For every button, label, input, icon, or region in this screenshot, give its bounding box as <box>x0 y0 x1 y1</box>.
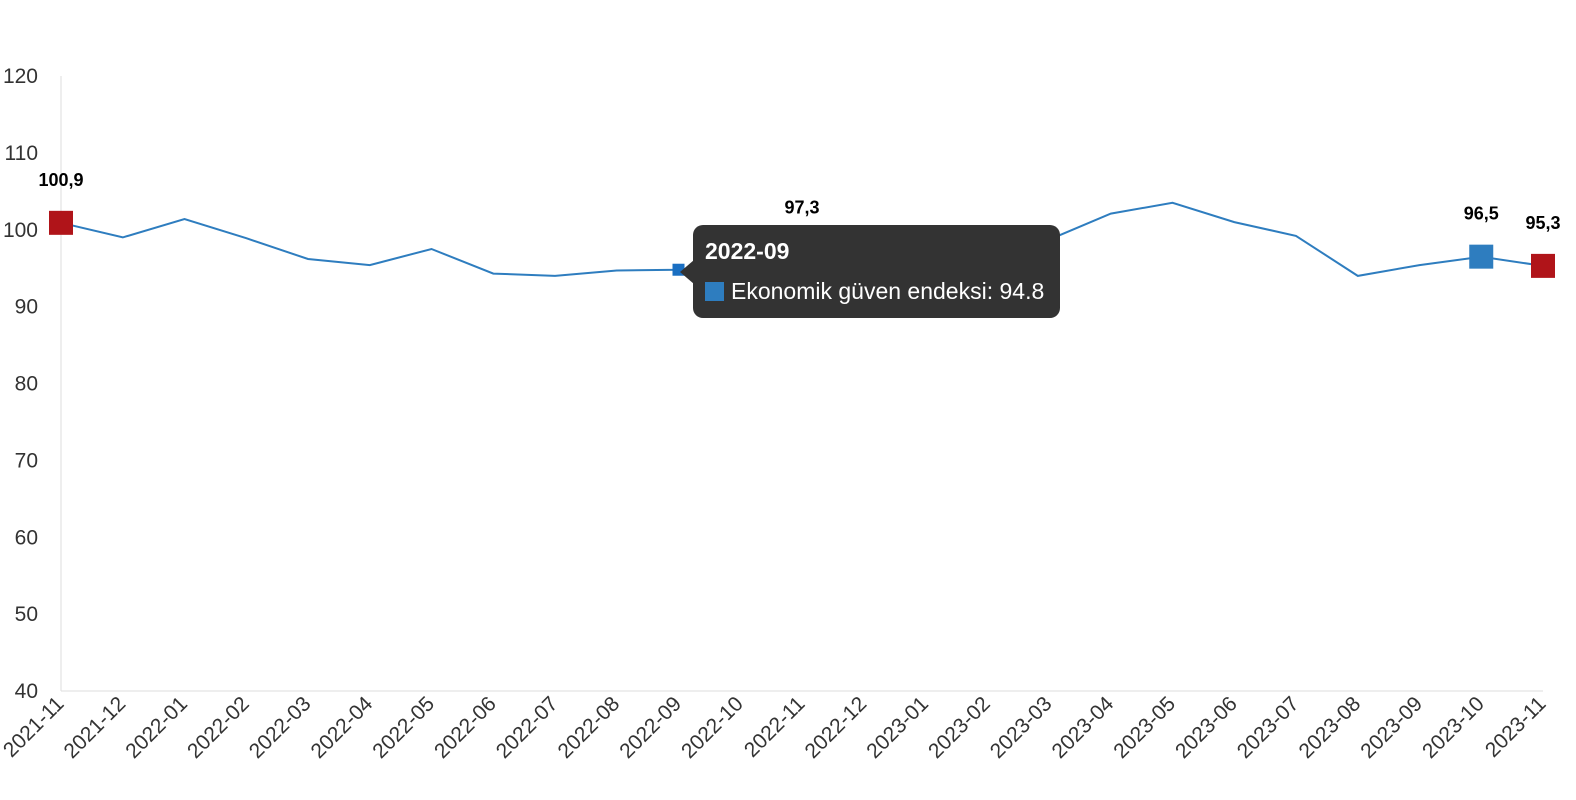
x-tick-label: 2023-07 <box>1233 692 1304 763</box>
tooltip-text: Ekonomik güven endeksi: 94.8 <box>731 278 1045 304</box>
data-label: 100,9 <box>38 170 83 190</box>
x-tick-label: 2022-12 <box>801 692 872 763</box>
x-tick-label: 2022-01 <box>121 692 192 763</box>
highlight-point-marker[interactable] <box>49 210 73 235</box>
y-tick-label: 90 <box>15 296 38 319</box>
x-tick-label: 2023-06 <box>1171 692 1242 763</box>
y-tick-label: 40 <box>15 680 38 703</box>
x-tick-label: 2022-06 <box>430 692 501 763</box>
data-label: 97,3 <box>784 198 819 218</box>
x-tick-label: 2022-07 <box>492 692 563 763</box>
x-tick-label: 2022-02 <box>183 692 254 763</box>
x-tick-label: 2023-10 <box>1418 692 1489 763</box>
y-tick-label: 80 <box>15 373 38 396</box>
x-tick-label: 2022-08 <box>554 692 625 763</box>
data-label: 95,3 <box>1525 213 1560 233</box>
x-tick-label: 2022-09 <box>615 692 686 763</box>
y-tick-label: 110 <box>5 142 38 165</box>
x-tick-label: 2023-08 <box>1295 692 1366 763</box>
x-tick-label: 2023-11 <box>1481 692 1551 762</box>
x-tick-label: 2022-04 <box>307 692 378 763</box>
tooltip-row: Ekonomik güven endeksi: 94.8 <box>705 277 1048 305</box>
x-axis: 2021-112021-122022-012022-022022-032022-… <box>0 690 1551 763</box>
tooltip-arrow <box>680 260 694 284</box>
y-tick-label: 60 <box>15 526 38 549</box>
x-tick-label: 2022-11 <box>740 692 810 762</box>
data-label: 96,5 <box>1464 204 1499 224</box>
y-tick-label: 70 <box>15 449 38 472</box>
x-tick-label: 2023-04 <box>1048 692 1119 763</box>
y-tick-label: 100 <box>3 219 38 242</box>
tooltip-series-swatch <box>705 281 724 301</box>
y-tick-label: 50 <box>15 603 38 626</box>
highlight-point-marker[interactable] <box>1531 253 1555 278</box>
x-tick-label: 2023-05 <box>1109 692 1180 763</box>
x-tick-label: 2023-02 <box>924 692 995 763</box>
chart-tooltip: 2022-09 Ekonomik güven endeksi: 94.8 <box>693 225 1060 318</box>
x-tick-label: 2022-10 <box>677 692 748 763</box>
x-tick-label: 2023-03 <box>986 692 1057 763</box>
x-tick-label: 2022-05 <box>368 692 439 763</box>
y-tick-label: 120 <box>3 65 38 88</box>
x-tick-label: 2022-03 <box>245 692 316 763</box>
x-tick-label: 2021-12 <box>60 692 131 763</box>
tooltip-title: 2022-09 <box>705 238 790 264</box>
x-tick-label: 2023-01 <box>862 692 933 763</box>
y-axis: 40 50 60 70 80 90 100 110 120 <box>3 65 62 703</box>
highlight-point-marker[interactable] <box>1469 244 1494 269</box>
x-tick-label: 2023-09 <box>1356 692 1427 763</box>
